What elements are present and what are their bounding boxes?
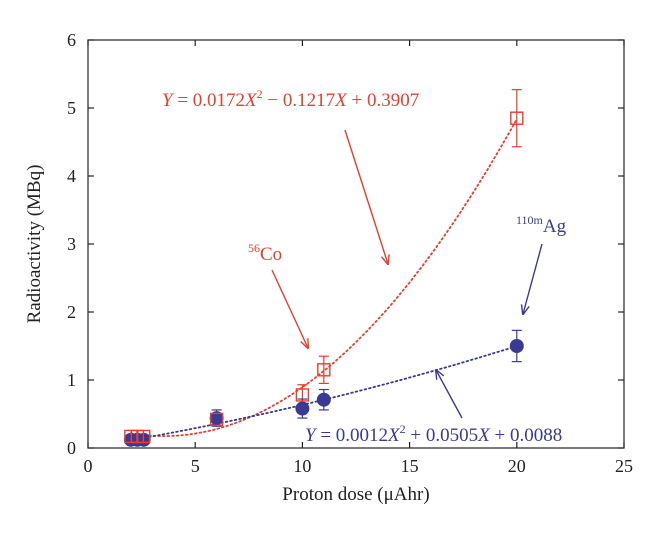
- ag-label-arrow: [523, 243, 543, 314]
- y-tick-label: 1: [67, 370, 76, 390]
- co-equation-arrow: [344, 129, 388, 264]
- y-tick-label: 0: [67, 438, 76, 458]
- data-point-co: [295, 388, 310, 402]
- co-label-arrow: [271, 269, 308, 348]
- y-axis-ticks: 0 1 2 3 4 5 6: [67, 30, 624, 458]
- ag-equation-arrow: [436, 370, 463, 419]
- ag-isotope-label: 110mAg: [516, 213, 567, 237]
- x-axis-label: Proton dose (μAhr): [282, 484, 429, 505]
- x-tick-label: 5: [191, 456, 200, 476]
- data-point-co: [137, 429, 151, 444]
- data-point-co: [209, 412, 224, 427]
- data-point-ag: [509, 339, 524, 353]
- y-tick-label: 6: [67, 30, 76, 50]
- co-fit-equation: Y = 0.0172X2 − 0.1217X + 0.3907: [162, 87, 419, 111]
- co-isotope-label: 56Co: [248, 241, 282, 265]
- x-tick-label: 0: [84, 456, 93, 476]
- y-tick-label: 3: [67, 234, 76, 254]
- data-point-ag: [209, 411, 224, 426]
- x-axis-ticks: 0 5 10 15 20 25: [84, 40, 633, 476]
- data-point-co: [317, 363, 331, 377]
- x-tick-label: 10: [293, 456, 311, 476]
- data-point-co: [510, 111, 524, 125]
- y-tick-label: 4: [67, 166, 76, 186]
- y-tick-label: 2: [67, 302, 76, 322]
- x-tick-label: 15: [401, 456, 419, 476]
- data-marks: [123, 89, 524, 447]
- y-axis-label: Radioactivity (MBq): [24, 165, 45, 324]
- data-point-ag: [295, 401, 310, 416]
- plot-area: [87, 39, 625, 449]
- x-tick-label: 25: [615, 456, 633, 476]
- data-point-ag: [316, 392, 331, 407]
- y-tick-label: 5: [67, 98, 76, 118]
- ag-fit-equation: Y = 0.0012X2 + 0.0505X + 0.0088: [305, 422, 562, 446]
- x-tick-label: 20: [508, 456, 526, 476]
